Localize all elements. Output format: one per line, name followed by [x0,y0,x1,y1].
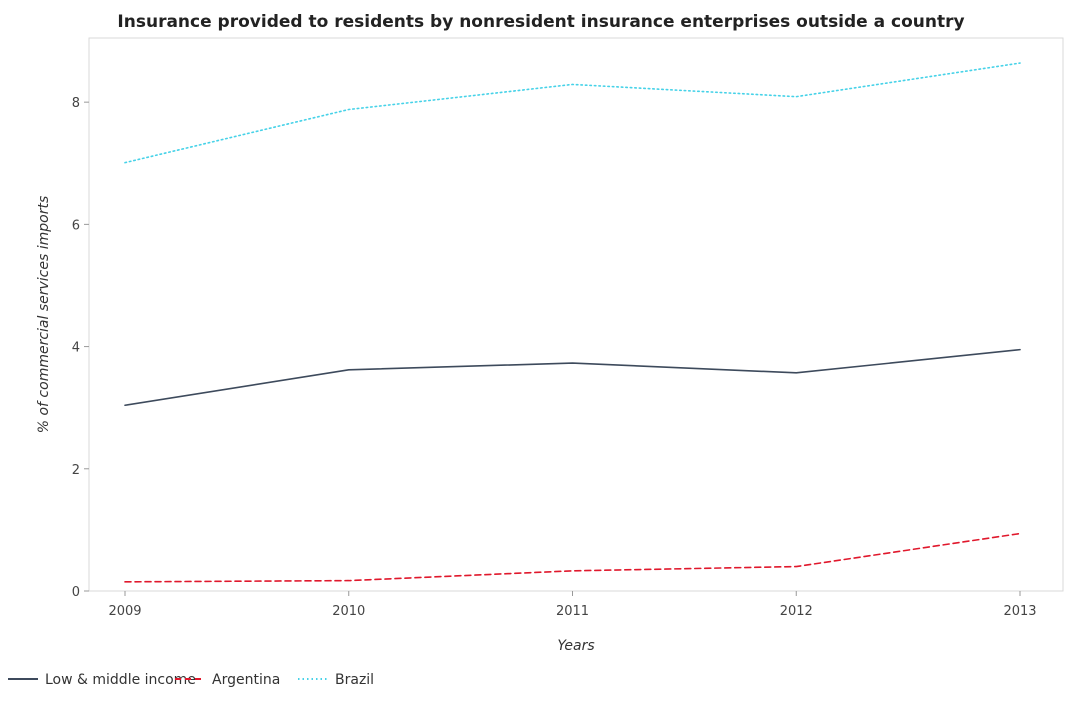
data-point [123,579,128,584]
x-axis: 2009 2010 2011 2012 2013 [108,591,1037,619]
series-line [124,348,1021,407]
data-point [1018,61,1023,66]
x-tick-label: 2010 [332,604,365,619]
data-point [1018,531,1023,536]
x-tick-label: 2011 [556,604,589,619]
series-argentina [123,531,1023,584]
data-point [794,370,799,375]
data-point [346,367,351,372]
data-point [123,403,128,408]
data-point [570,82,575,87]
legend-label: Argentina [212,672,280,688]
x-tick-label: 2012 [780,604,813,619]
chart-title: Insurance provided to residents by nonre… [117,12,964,32]
data-point [794,94,799,99]
y-tick-label: 4 [72,341,80,356]
legend-label: Brazil [335,672,374,688]
y-axis: 0 2 4 6 8 [72,96,89,600]
y-tick-label: 2 [72,463,80,478]
data-point [570,568,575,573]
legend-label: Low & middle income [45,672,196,688]
x-tick-label: 2013 [1003,604,1036,619]
data-point [346,578,351,583]
series-low-middle-income [123,347,1023,408]
series-brazil [123,61,1023,165]
data-point [123,160,128,165]
y-axis-label: % of commercial services imports [36,196,52,434]
series-line [124,532,1021,583]
data-point [794,564,799,569]
y-tick-label: 6 [72,218,80,233]
data-point [1018,347,1023,352]
legend: Low & middle income Argentina Brazil [8,672,374,688]
data-point [570,361,575,366]
x-axis-label: Years [557,638,594,654]
data-point [346,107,351,112]
plot-area [88,37,1064,592]
series-layer [123,61,1023,584]
x-tick-label: 2009 [108,604,141,619]
y-tick-label: 0 [72,585,80,600]
y-tick-label: 8 [72,96,80,111]
series-line [124,62,1021,164]
